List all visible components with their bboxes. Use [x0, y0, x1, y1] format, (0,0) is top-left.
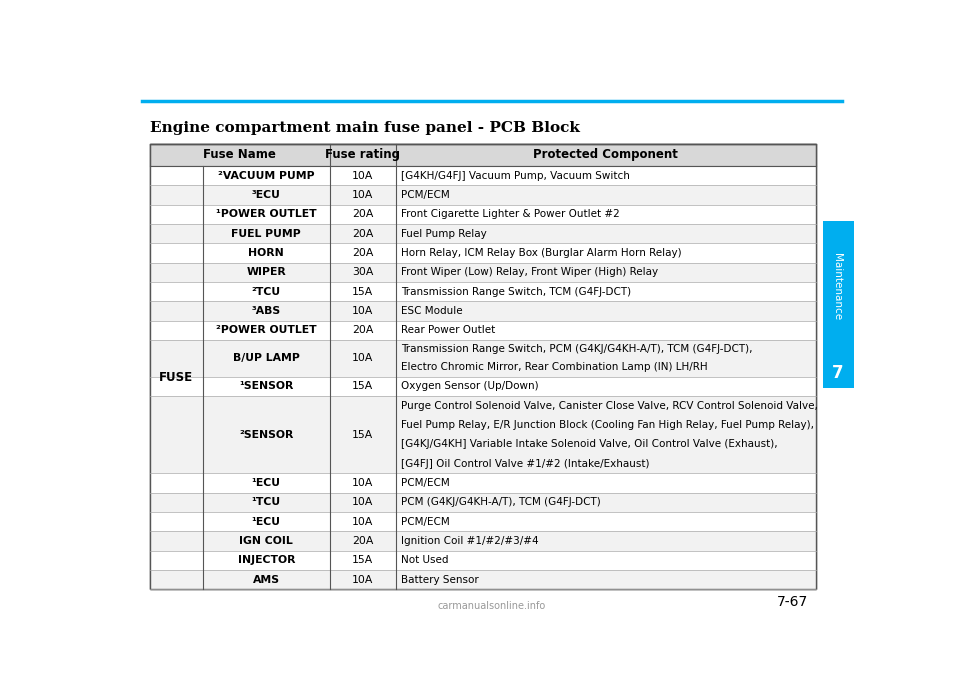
Text: Protected Component: Protected Component — [534, 148, 679, 161]
Text: 20A: 20A — [352, 325, 373, 336]
Text: 20A: 20A — [352, 229, 373, 238]
Text: 15A: 15A — [352, 430, 373, 440]
Bar — [150, 396, 816, 473]
Bar — [150, 243, 816, 263]
Text: 15A: 15A — [352, 381, 373, 391]
Text: Battery Sensor: Battery Sensor — [401, 575, 479, 585]
Bar — [150, 531, 816, 551]
Bar — [150, 144, 816, 589]
Text: INJECTOR: INJECTOR — [237, 555, 295, 566]
Text: ¹ECU: ¹ECU — [252, 517, 280, 526]
Bar — [150, 570, 816, 589]
Text: [G4FJ] Oil Control Valve #1/#2 (Intake/Exhaust): [G4FJ] Oil Control Valve #1/#2 (Intake/E… — [401, 459, 650, 469]
Text: [G4KJ/G4KH] Variable Intake Solenoid Valve, Oil Control Valve (Exhaust),: [G4KJ/G4KH] Variable Intake Solenoid Val… — [401, 440, 778, 449]
Text: Ignition Coil #1/#2/#3/#4: Ignition Coil #1/#2/#3/#4 — [401, 536, 539, 546]
Text: PCM/ECM: PCM/ECM — [401, 517, 450, 526]
Bar — [150, 301, 816, 320]
Text: B/UP LAMP: B/UP LAMP — [233, 353, 300, 363]
Text: ³ABS: ³ABS — [252, 306, 281, 316]
Text: 15A: 15A — [352, 555, 373, 566]
Text: 7-67: 7-67 — [777, 595, 808, 608]
Text: FUEL PUMP: FUEL PUMP — [231, 229, 301, 238]
Text: IGN COIL: IGN COIL — [239, 536, 293, 546]
Text: 7: 7 — [831, 364, 843, 382]
Bar — [150, 473, 816, 493]
Text: Front Cigarette Lighter & Power Outlet #2: Front Cigarette Lighter & Power Outlet #… — [401, 209, 620, 219]
Text: ²SENSOR: ²SENSOR — [239, 430, 294, 440]
Text: Horn Relay, ICM Relay Box (Burglar Alarm Horn Relay): Horn Relay, ICM Relay Box (Burglar Alarm… — [401, 248, 682, 258]
Text: Rear Power Outlet: Rear Power Outlet — [401, 325, 495, 336]
Text: 10A: 10A — [352, 517, 373, 526]
Text: Transmission Range Switch, TCM (G4FJ-DCT): Transmission Range Switch, TCM (G4FJ-DCT… — [401, 287, 632, 296]
Text: ¹TCU: ¹TCU — [252, 497, 281, 507]
Text: ¹ECU: ¹ECU — [252, 478, 280, 488]
Bar — [150, 166, 816, 185]
Text: WIPER: WIPER — [247, 267, 286, 277]
Text: 10A: 10A — [352, 171, 373, 181]
Bar — [150, 340, 816, 377]
Bar — [823, 220, 854, 369]
Bar — [823, 360, 854, 388]
Text: carmanualsonline.info: carmanualsonline.info — [438, 601, 546, 611]
Text: ¹POWER OUTLET: ¹POWER OUTLET — [216, 209, 317, 219]
Text: Fuel Pump Relay: Fuel Pump Relay — [401, 229, 487, 238]
Text: ²POWER OUTLET: ²POWER OUTLET — [216, 325, 317, 336]
Text: Front Wiper (Low) Relay, Front Wiper (High) Relay: Front Wiper (Low) Relay, Front Wiper (Hi… — [401, 267, 659, 277]
Text: 10A: 10A — [352, 478, 373, 488]
Text: AMS: AMS — [252, 575, 279, 585]
Bar — [150, 144, 816, 166]
Bar — [150, 551, 816, 570]
Text: [G4KH/G4FJ] Vacuum Pump, Vacuum Switch: [G4KH/G4FJ] Vacuum Pump, Vacuum Switch — [401, 171, 630, 181]
Bar — [150, 185, 816, 205]
Text: ESC Module: ESC Module — [401, 306, 463, 316]
Text: 20A: 20A — [352, 248, 373, 258]
Text: 10A: 10A — [352, 575, 373, 585]
Text: ²VACUUM PUMP: ²VACUUM PUMP — [218, 171, 315, 181]
Bar — [150, 263, 816, 282]
Text: Electro Chromic Mirror, Rear Combination Lamp (IN) LH/RH: Electro Chromic Mirror, Rear Combination… — [401, 362, 708, 373]
Text: 10A: 10A — [352, 353, 373, 363]
Bar — [150, 377, 816, 396]
Text: Fuse rating: Fuse rating — [325, 148, 400, 161]
Text: ³ECU: ³ECU — [252, 190, 280, 200]
Text: 30A: 30A — [352, 267, 373, 277]
Bar — [150, 224, 816, 243]
Bar — [150, 512, 816, 531]
Text: 15A: 15A — [352, 287, 373, 296]
Text: 10A: 10A — [352, 497, 373, 507]
Text: 20A: 20A — [352, 536, 373, 546]
Text: Transmission Range Switch, PCM (G4KJ/G4KH-A/T), TCM (G4FJ-DCT),: Transmission Range Switch, PCM (G4KJ/G4K… — [401, 344, 753, 354]
Text: PCM/ECM: PCM/ECM — [401, 190, 450, 200]
Text: FUSE: FUSE — [159, 371, 194, 384]
Text: 10A: 10A — [352, 306, 373, 316]
Text: Fuse Name: Fuse Name — [204, 148, 276, 161]
Text: PCM/ECM: PCM/ECM — [401, 478, 450, 488]
Text: Not Used: Not Used — [401, 555, 449, 566]
Text: Purge Control Solenoid Valve, Canister Close Valve, RCV Control Solenoid Valve,: Purge Control Solenoid Valve, Canister C… — [401, 401, 818, 411]
Text: Oxygen Sensor (Up/Down): Oxygen Sensor (Up/Down) — [401, 381, 539, 391]
Text: HORN: HORN — [249, 248, 284, 258]
Text: ²TCU: ²TCU — [252, 287, 281, 296]
Text: 20A: 20A — [352, 209, 373, 219]
Bar — [150, 320, 816, 340]
Text: PCM (G4KJ/G4KH-A/T), TCM (G4FJ-DCT): PCM (G4KJ/G4KH-A/T), TCM (G4FJ-DCT) — [401, 497, 601, 507]
Text: ¹SENSOR: ¹SENSOR — [239, 381, 294, 391]
Text: Engine compartment main fuse panel - PCB Block: Engine compartment main fuse panel - PCB… — [150, 121, 580, 135]
Text: Fuel Pump Relay, E/R Junction Block (Cooling Fan High Relay, Fuel Pump Relay),: Fuel Pump Relay, E/R Junction Block (Coo… — [401, 420, 814, 430]
Text: 10A: 10A — [352, 190, 373, 200]
Bar — [150, 205, 816, 224]
Text: Maintenance: Maintenance — [832, 254, 842, 320]
Bar — [150, 493, 816, 512]
Bar — [150, 282, 816, 301]
Bar — [150, 144, 816, 589]
